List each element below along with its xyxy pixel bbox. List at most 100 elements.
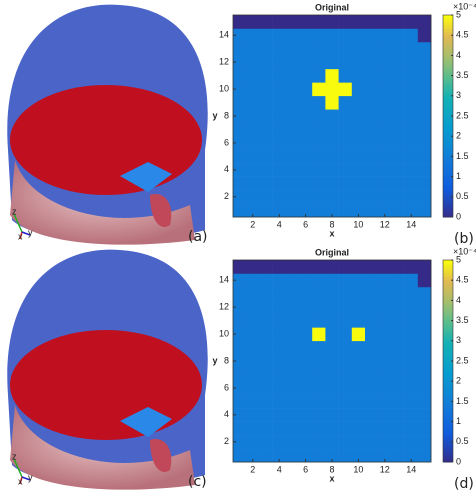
heatmap-cell bbox=[365, 150, 379, 164]
colorbar-tick-label: 2 bbox=[456, 376, 461, 386]
colorbar-step bbox=[443, 290, 453, 294]
heatmap-cell bbox=[259, 368, 273, 382]
colorbar-step bbox=[443, 103, 453, 107]
axis-letter: z bbox=[12, 206, 17, 216]
heatmap-cell bbox=[418, 150, 432, 164]
heatmap-cell bbox=[378, 55, 392, 69]
heatmap-cell bbox=[259, 69, 273, 83]
colorbar-step bbox=[443, 177, 453, 181]
heatmap-cell bbox=[352, 354, 366, 368]
colorbar-step bbox=[443, 190, 453, 194]
heatmap-cell bbox=[378, 15, 392, 29]
heatmap-cell bbox=[299, 15, 313, 29]
figure: (a)zxy(c)zxy24681012142468101214Original… bbox=[0, 0, 476, 491]
colorbar-step bbox=[443, 391, 453, 395]
heatmap-cell bbox=[299, 260, 313, 274]
heatmap-cell bbox=[405, 190, 419, 204]
colorbar-step bbox=[443, 22, 453, 26]
colorbar-tick-label: 0.5 bbox=[456, 191, 469, 201]
heatmap-cell bbox=[312, 55, 326, 69]
heatmap-cell bbox=[286, 82, 300, 96]
heatmap-cell bbox=[391, 368, 405, 382]
heatmap-cell bbox=[352, 408, 366, 422]
colorbar-step bbox=[443, 45, 453, 49]
heatmap-cell bbox=[246, 123, 260, 137]
colorbar-step bbox=[443, 15, 453, 19]
heatmap-cell bbox=[312, 314, 326, 328]
heatmap-cell bbox=[246, 314, 260, 328]
heatmap-cell bbox=[365, 69, 379, 83]
colorbar-step bbox=[443, 140, 453, 144]
heatmap-cell bbox=[378, 260, 392, 274]
heatmap-cell bbox=[405, 273, 419, 287]
heatmap-cell bbox=[365, 368, 379, 382]
heatmap-cell bbox=[312, 150, 326, 164]
heatmap-cell bbox=[325, 381, 339, 395]
heatmap-cell bbox=[325, 314, 339, 328]
heatmap-cell bbox=[246, 190, 260, 204]
colorbar-step bbox=[443, 25, 453, 29]
heatmap-cell bbox=[325, 28, 339, 42]
colorbar-step bbox=[443, 442, 453, 446]
heatmap-cell bbox=[391, 273, 405, 287]
heatmap-cell bbox=[378, 273, 392, 287]
x-tick-label: 10 bbox=[353, 464, 363, 474]
heatmap-cell bbox=[378, 327, 392, 341]
colorbar-tick-label: 2 bbox=[456, 131, 461, 141]
heatmap-cell bbox=[391, 300, 405, 314]
heatmap-cell bbox=[299, 150, 313, 164]
heatmap-cell bbox=[405, 300, 419, 314]
heatmap-cell bbox=[378, 354, 392, 368]
heatmap-cell bbox=[405, 177, 419, 191]
heatmap-cell bbox=[246, 435, 260, 449]
heatmap-cell bbox=[299, 273, 313, 287]
heatmap-cell bbox=[273, 28, 287, 42]
heatmap-cell bbox=[378, 69, 392, 83]
heatmap-cell bbox=[273, 163, 287, 177]
heatmap-cell bbox=[273, 300, 287, 314]
heatmap-cell bbox=[259, 96, 273, 110]
heatmap-cell bbox=[365, 273, 379, 287]
heatmap-cell bbox=[312, 42, 326, 56]
heatmap-cell bbox=[405, 123, 419, 137]
heatmap-cell bbox=[378, 287, 392, 301]
heatmap-cell bbox=[418, 422, 432, 436]
heatmap-cell bbox=[365, 55, 379, 69]
heatmap-cell bbox=[233, 368, 247, 382]
heatmap-cell bbox=[352, 300, 366, 314]
heatmap-cell bbox=[286, 123, 300, 137]
heatmap-cell bbox=[233, 42, 247, 56]
heatmap-cell bbox=[365, 354, 379, 368]
colorbar-step bbox=[443, 136, 453, 140]
heatmap-cell bbox=[405, 327, 419, 341]
heatmap-cell bbox=[273, 422, 287, 436]
heatmap-cell bbox=[259, 300, 273, 314]
heatmap-cell bbox=[259, 136, 273, 150]
colorbar-step bbox=[443, 412, 453, 416]
heatmap-cell bbox=[299, 368, 313, 382]
heatmap-cell bbox=[378, 123, 392, 137]
heatmap-cell bbox=[325, 69, 339, 83]
heatmap-cell bbox=[325, 82, 339, 96]
heatmap-cell bbox=[325, 354, 339, 368]
heatmap-cell bbox=[246, 381, 260, 395]
panel-label: (c) bbox=[188, 474, 207, 490]
heatmap-cell bbox=[246, 273, 260, 287]
heatmap-cell bbox=[365, 395, 379, 409]
heatmap-cell bbox=[259, 408, 273, 422]
heatmap-cell bbox=[339, 408, 353, 422]
heatmap-cell bbox=[405, 395, 419, 409]
heatmap-cell bbox=[233, 422, 247, 436]
heatmap-cell bbox=[259, 341, 273, 355]
heatmap-cell bbox=[405, 381, 419, 395]
heatmap-cell bbox=[352, 381, 366, 395]
heatmap-cell bbox=[246, 28, 260, 42]
heatmap-cell bbox=[299, 287, 313, 301]
heatmap-cell bbox=[391, 287, 405, 301]
colorbar-step bbox=[443, 143, 453, 147]
y-tick-label: 4 bbox=[224, 409, 229, 419]
heatmap-cell bbox=[233, 314, 247, 328]
heatmap-cell bbox=[405, 42, 419, 56]
heatmap-cell bbox=[352, 150, 366, 164]
colorbar-step bbox=[443, 334, 453, 338]
